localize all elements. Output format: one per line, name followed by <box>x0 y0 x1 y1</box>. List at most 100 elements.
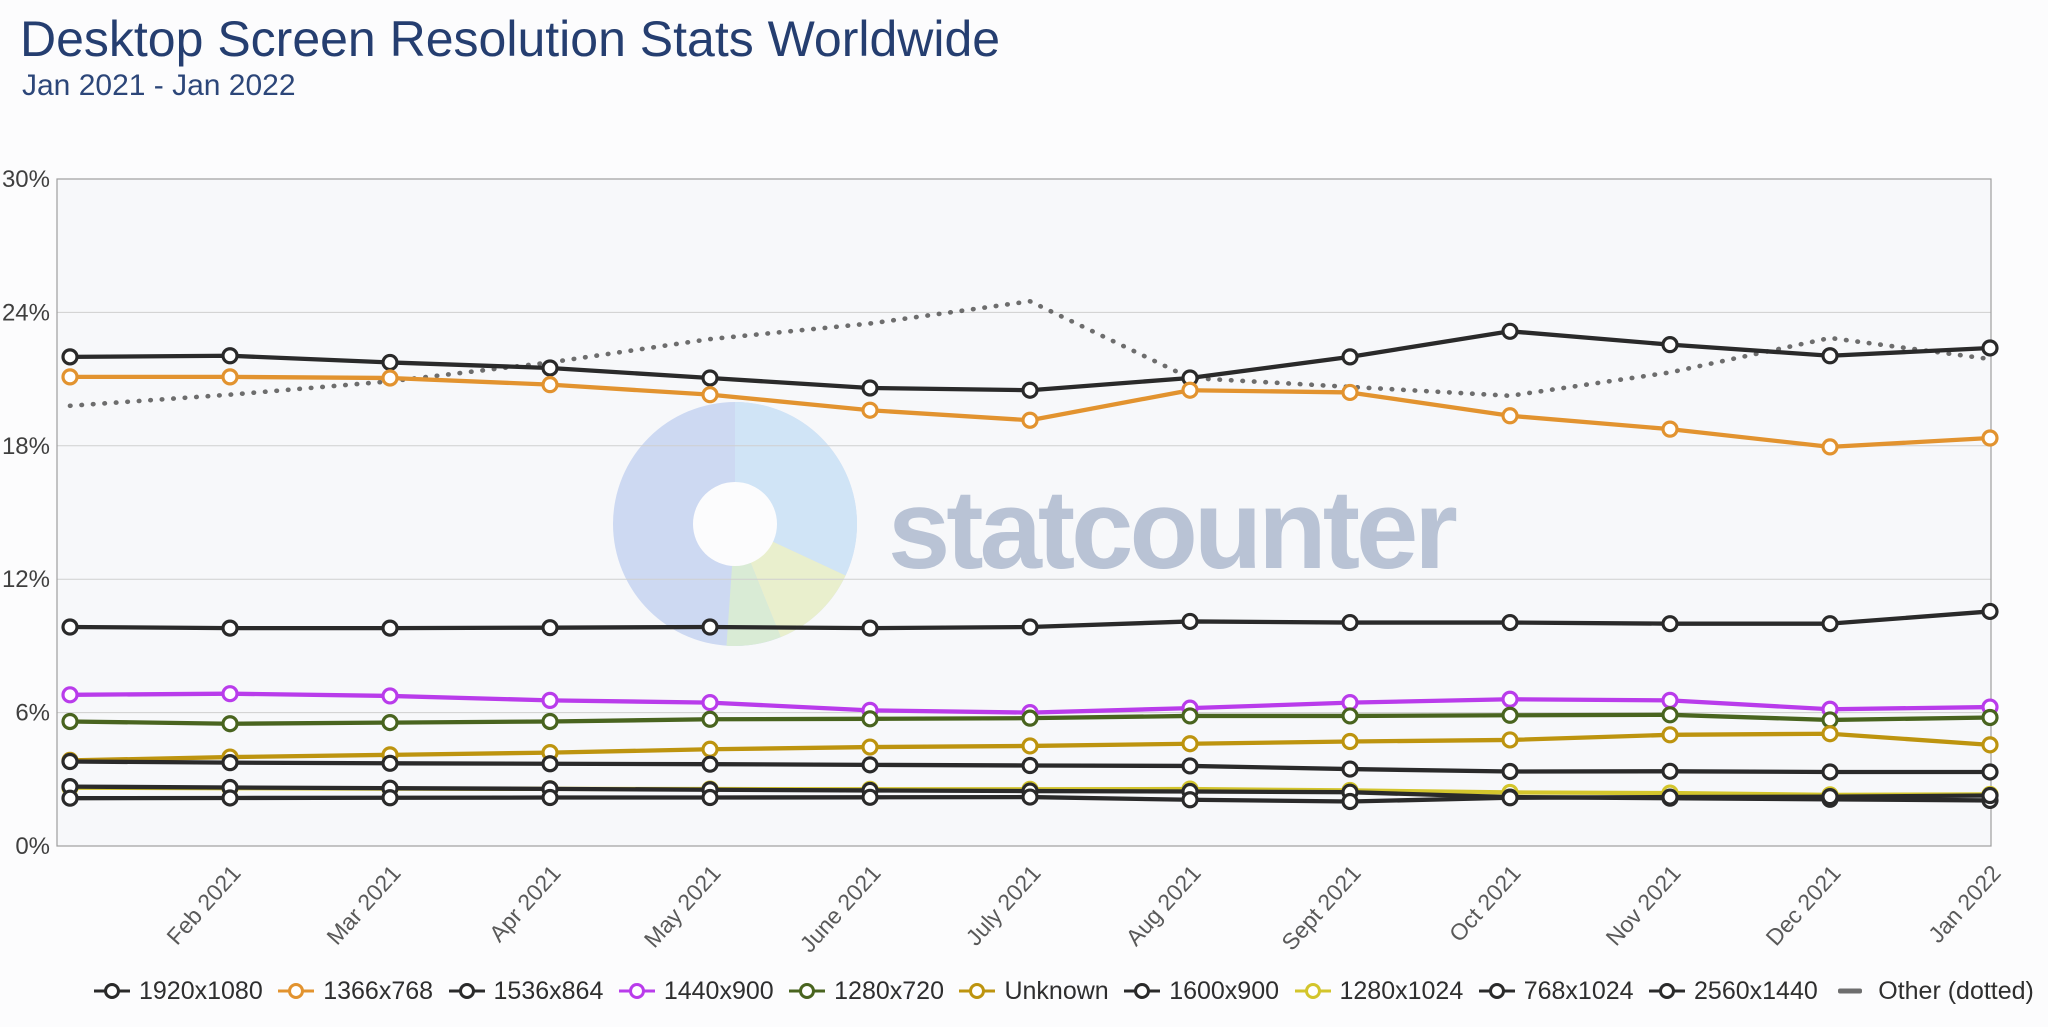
data-point-marker <box>221 789 239 807</box>
data-point-marker <box>381 754 399 772</box>
x-tick-label: Aug 2021 <box>1120 860 1205 951</box>
data-point-marker <box>221 619 239 637</box>
line-circle-marker-icon <box>1649 983 1686 999</box>
y-tick-label: 6% <box>15 700 50 727</box>
legend-item-1440x900[interactable]: 1440x900 <box>618 977 774 1006</box>
plot-border <box>56 178 1992 847</box>
legend-label: Unknown <box>1004 976 1109 1005</box>
data-point-marker <box>1021 618 1039 636</box>
legend-label: 1600x900 <box>1169 976 1280 1005</box>
line-circle-marker-icon <box>1294 983 1331 999</box>
data-point-marker <box>1661 706 1679 724</box>
data-point-marker <box>1661 615 1679 633</box>
data-point-marker <box>1501 322 1519 340</box>
data-point-marker <box>61 618 79 636</box>
data-point-marker <box>1661 762 1679 780</box>
data-point-marker <box>861 710 879 728</box>
data-point-marker <box>61 752 79 771</box>
data-point-marker <box>221 368 239 386</box>
data-point-marker <box>1981 736 1999 754</box>
data-point-marker <box>381 687 399 705</box>
data-point-marker <box>221 715 239 733</box>
data-point-marker <box>1981 429 1999 447</box>
legend-label: 1280x1024 <box>1339 976 1464 1005</box>
legend-item-2560x1440[interactable]: 2560x1440 <box>1649 977 1818 1006</box>
y-tick-label: 30% <box>2 166 50 193</box>
x-tick-label: Mar 2021 <box>321 860 405 950</box>
x-tick-label: Oct 2021 <box>1444 860 1526 947</box>
data-point-marker <box>221 347 239 365</box>
y-tick-label: 12% <box>2 566 50 593</box>
legend-item-1280x1024[interactable]: 1280x1024 <box>1294 976 1464 1006</box>
data-point-marker <box>1501 762 1519 781</box>
data-point-marker <box>1661 726 1679 744</box>
legend-label: 2560x1440 <box>1694 976 1818 1005</box>
legend-item-1280x720[interactable]: 1280x720 <box>789 977 944 1006</box>
data-point-marker <box>381 619 399 637</box>
data-point-marker <box>1021 788 1039 806</box>
data-point-marker <box>1501 613 1519 632</box>
data-point-marker <box>221 685 239 703</box>
data-point-marker <box>1981 339 1999 357</box>
data-point-marker <box>1981 763 1999 781</box>
data-point-marker <box>1821 725 1839 743</box>
data-point-marker <box>1021 411 1039 429</box>
data-point-marker <box>1341 760 1359 778</box>
x-tick-label: Nov 2021 <box>1601 860 1686 951</box>
data-point-marker <box>1661 336 1679 354</box>
line-circle-marker-icon <box>94 983 130 999</box>
data-point-marker <box>1661 420 1679 438</box>
x-tick-label: Sept 2021 <box>1276 860 1365 955</box>
data-point-marker <box>701 740 719 758</box>
data-point-marker <box>61 686 79 704</box>
legend-item-1920x1080[interactable]: 1920x1080 <box>94 977 263 1006</box>
legend-item-768x1024[interactable]: 768x1024 <box>1478 977 1634 1006</box>
y-tick-label: 18% <box>2 433 50 460</box>
data-point-marker <box>1341 348 1359 366</box>
data-point-marker <box>1341 613 1359 632</box>
data-point-marker <box>701 386 719 404</box>
data-point-marker <box>61 368 79 386</box>
data-point-marker <box>61 712 79 731</box>
data-point-marker <box>1981 708 1999 727</box>
data-point-marker <box>1981 602 1999 621</box>
legend-label: 1366x768 <box>323 976 434 1005</box>
data-point-marker <box>61 348 79 366</box>
data-point-marker <box>381 369 399 387</box>
data-point-marker <box>541 691 559 709</box>
legend-item-other-dotted-[interactable]: Other (dotted) <box>1833 977 2034 1006</box>
data-point-marker <box>541 619 559 637</box>
data-point-marker <box>61 789 79 807</box>
data-point-marker <box>1661 691 1679 709</box>
x-tick-label: June 2021 <box>795 860 886 957</box>
data-point-marker <box>541 376 559 394</box>
legend-item-1600x900[interactable]: 1600x900 <box>1124 977 1279 1006</box>
line-circle-marker-icon <box>278 983 315 999</box>
legend-item-1366x768[interactable]: 1366x768 <box>278 977 433 1006</box>
page-subtitle: Jan 2021 - Jan 2022 <box>22 69 296 102</box>
data-point-marker <box>1341 792 1359 811</box>
x-tick-label: Apr 2021 <box>484 860 566 947</box>
data-point-marker <box>1181 381 1199 399</box>
legend-item-unknown[interactable]: Unknown <box>959 976 1109 1006</box>
data-point-marker <box>861 788 879 806</box>
data-point-marker <box>1341 732 1359 751</box>
x-tick-label: July 2021 <box>961 860 1046 951</box>
data-point-marker <box>1661 788 1679 806</box>
data-point-marker <box>701 755 719 773</box>
legend-label: 1536x864 <box>493 976 604 1005</box>
dash-marker-icon <box>1838 988 1863 994</box>
legend-item-1536x864[interactable]: 1536x864 <box>448 976 604 1006</box>
data-point-marker <box>221 754 239 772</box>
data-point-marker <box>1181 735 1199 753</box>
data-point-marker <box>1181 791 1199 809</box>
data-point-marker <box>381 353 399 372</box>
data-point-marker <box>861 401 879 419</box>
data-point-marker <box>1021 709 1039 727</box>
x-tick-label: Dec 2021 <box>1761 860 1846 951</box>
line-circle-marker-icon <box>1124 983 1161 999</box>
line-circle-marker-icon <box>618 983 655 999</box>
data-point-marker <box>1501 706 1519 724</box>
